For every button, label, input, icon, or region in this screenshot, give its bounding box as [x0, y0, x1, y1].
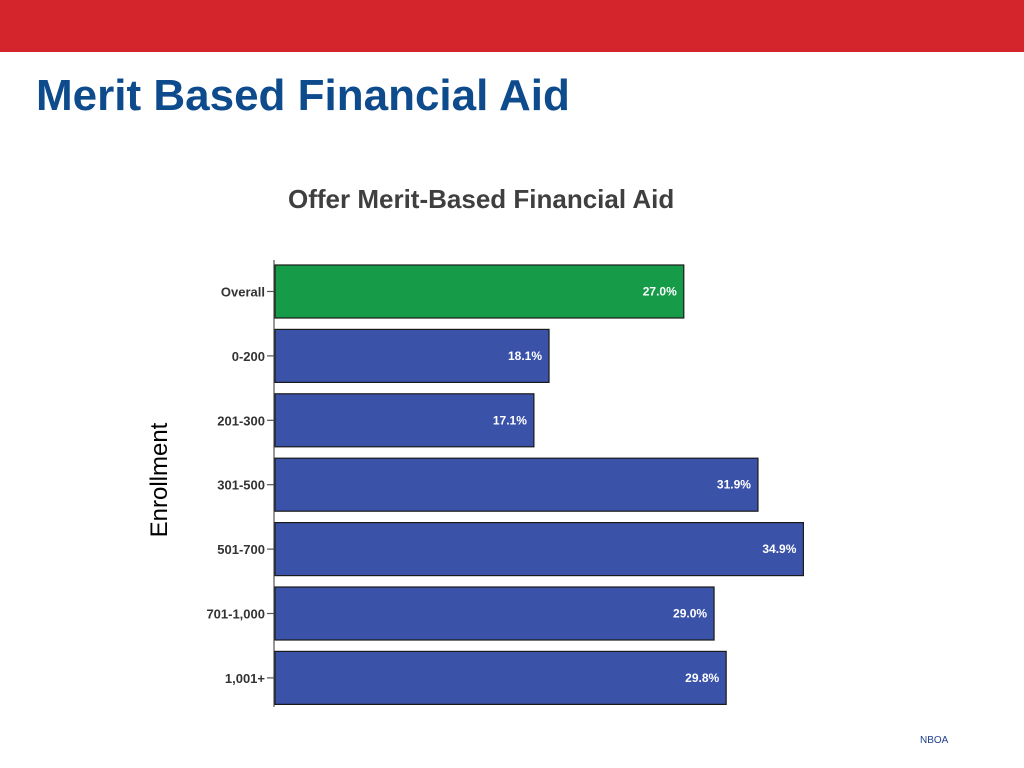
category-label-5: 701-1,000 — [206, 607, 265, 622]
bar-4 — [274, 521, 804, 577]
bar-5 — [274, 586, 715, 641]
bar-2 — [274, 393, 535, 448]
category-label-0: Overall — [221, 285, 265, 300]
footer-label: NBOA — [920, 735, 949, 746]
data-label-3: 31.9% — [717, 478, 751, 492]
top-banner — [0, 0, 1024, 52]
bar-3 — [274, 457, 759, 512]
bar-1 — [274, 328, 550, 383]
category-label-4: 501-700 — [217, 542, 265, 557]
slide-title: Merit Based Financial Aid — [36, 71, 570, 120]
data-label-2: 17.1% — [493, 413, 527, 427]
bar-6 — [274, 650, 727, 706]
data-label-1: 18.1% — [508, 349, 542, 363]
data-label-6: 29.8% — [685, 671, 719, 685]
category-label-2: 201-300 — [217, 413, 265, 428]
category-label-6: 1,001+ — [225, 671, 266, 686]
category-label-3: 301-500 — [217, 478, 265, 493]
data-label-4: 34.9% — [762, 542, 796, 556]
data-label-0: 27.0% — [643, 285, 677, 299]
category-label-1: 0-200 — [232, 349, 265, 364]
data-label-5: 29.0% — [673, 607, 707, 621]
bar-0 — [274, 264, 685, 319]
chart-title: Offer Merit-Based Financial Aid — [288, 184, 675, 214]
